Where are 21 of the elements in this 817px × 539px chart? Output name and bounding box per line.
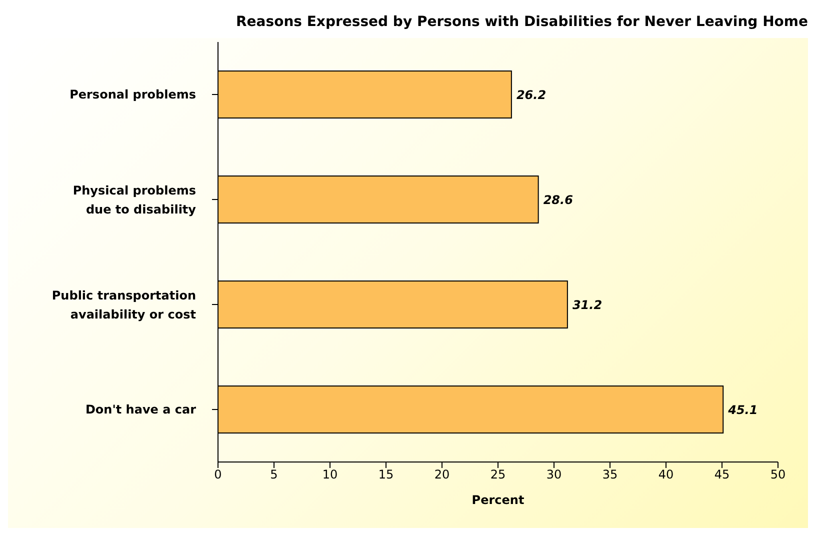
data-label: 31.2: [572, 298, 602, 312]
x-tick-label: 40: [658, 468, 674, 482]
x-tick-label: 30: [546, 468, 562, 482]
x-tick-label: 20: [434, 468, 450, 482]
data-label: 45.1: [727, 402, 758, 417]
x-tick-label: 15: [378, 468, 394, 482]
x-axis-title: Percent: [472, 493, 524, 507]
chart-title: Reasons Expressed by Persons with Disabilities for Never Leaving Home: [235, 14, 808, 30]
y-tick-label: Public transportation availability or cost: [52, 288, 196, 322]
x-tick-label: 10: [322, 468, 338, 482]
y-tick-label: Don't have a car: [85, 402, 196, 416]
x-tick-label: 25: [490, 468, 506, 482]
y-tick-label: Physical problems due to disability: [72, 184, 196, 216]
y-tick-label: Personal problems: [70, 88, 196, 102]
x-tick-label: 0: [214, 468, 222, 482]
x-tick-label: 5: [270, 468, 278, 482]
data-label: 26.2: [516, 88, 546, 102]
x-tick-label: 50: [770, 468, 786, 482]
x-tick-label: 45: [714, 468, 730, 482]
data-label: 28.6: [543, 192, 573, 207]
x-tick-label: 35: [602, 468, 618, 482]
